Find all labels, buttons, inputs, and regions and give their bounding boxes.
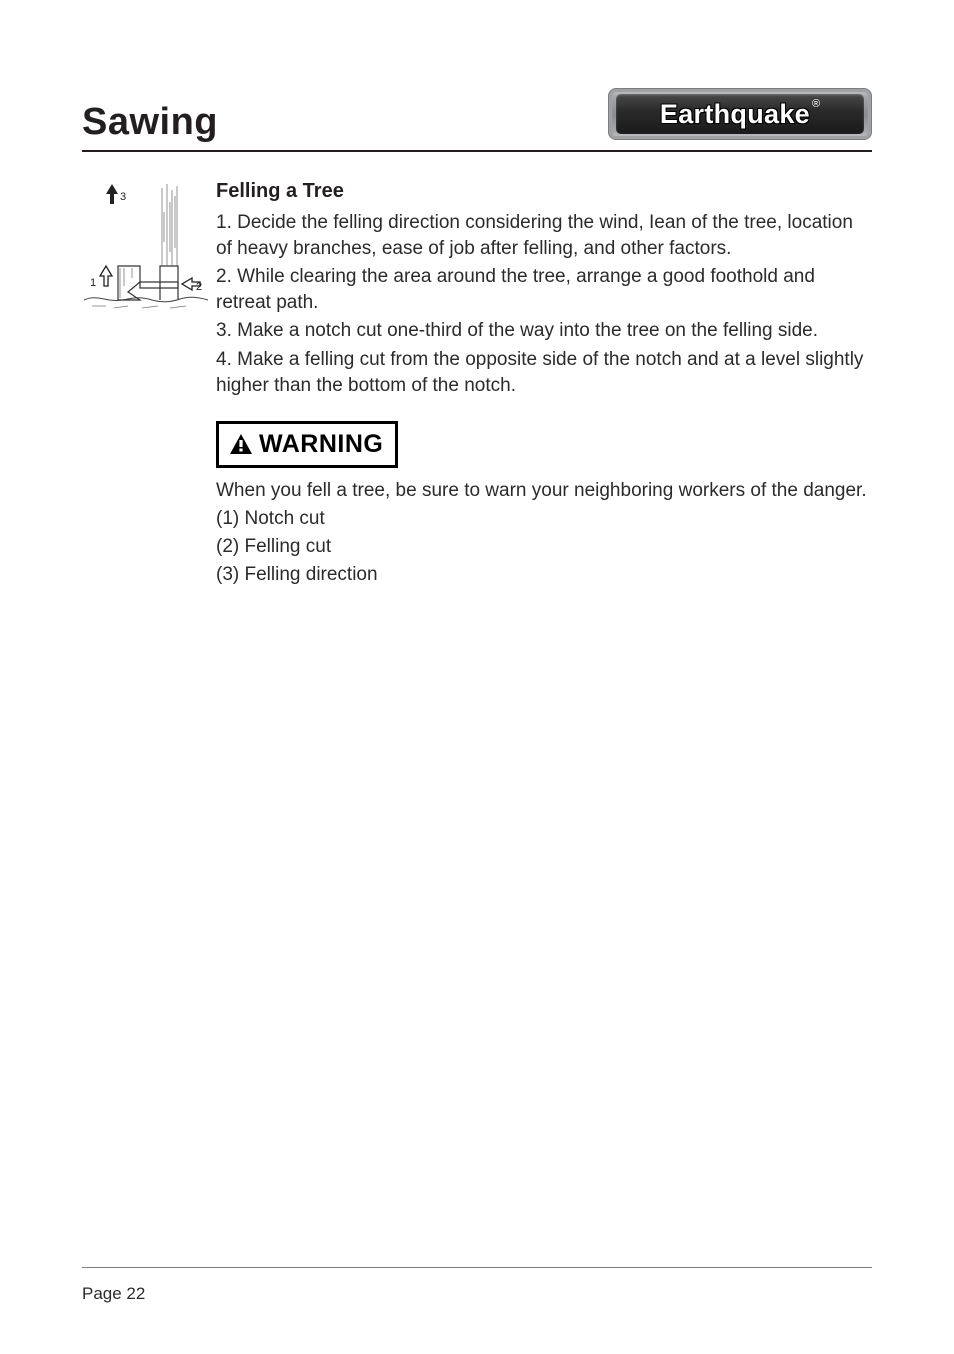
legend-2: (2) Felling cut bbox=[216, 534, 872, 560]
page-footer: Page 22 bbox=[82, 1267, 872, 1304]
step-3: 3. Make a notch cut one-third of the way… bbox=[216, 318, 872, 344]
section-title: Sawing bbox=[82, 101, 218, 144]
brand-logo-text: Earthquake bbox=[660, 99, 810, 130]
content-row: 3 1 2 Felling a Tree 1. Decide the felli… bbox=[82, 178, 872, 591]
legend-1: (1) Notch cut bbox=[216, 506, 872, 532]
legend-3: (3) Felling direction bbox=[216, 562, 872, 588]
warning-triangle-icon bbox=[229, 433, 253, 455]
illus-label-3: 3 bbox=[120, 191, 126, 203]
page-number: Page 22 bbox=[82, 1284, 145, 1303]
registered-icon: ® bbox=[812, 98, 820, 110]
illus-label-2: 2 bbox=[196, 281, 202, 293]
illus-label-1: 1 bbox=[90, 277, 96, 289]
sub-heading: Felling a Tree bbox=[216, 178, 872, 206]
warning-box: WARNING bbox=[216, 421, 398, 468]
warning-body: When you fell a tree, be sure to warn yo… bbox=[216, 478, 872, 504]
header-row: Sawing Earthquake® bbox=[82, 88, 872, 152]
body-text: Felling a Tree 1. Decide the felling dir… bbox=[216, 178, 872, 591]
warning-label: WARNING bbox=[259, 427, 383, 462]
brand-logo-inner: Earthquake® bbox=[616, 94, 864, 134]
felling-illustration: 3 1 2 bbox=[82, 182, 210, 323]
step-1: 1. Decide the felling direction consider… bbox=[216, 210, 872, 262]
step-2: 2. While clearing the area around the tr… bbox=[216, 264, 872, 316]
step-4: 4. Make a felling cut from the opposite … bbox=[216, 347, 872, 399]
brand-logo: Earthquake® bbox=[608, 88, 872, 140]
tree-felling-diagram-icon: 3 1 2 bbox=[82, 182, 210, 318]
